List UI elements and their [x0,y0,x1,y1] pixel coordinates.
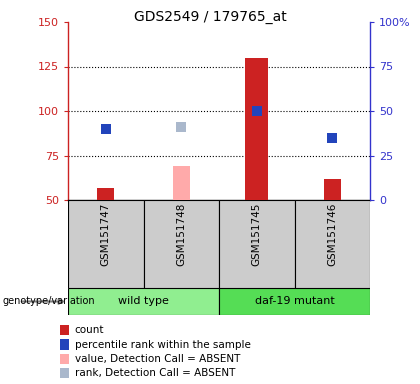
Text: GSM151748: GSM151748 [176,203,186,266]
Bar [173,166,189,200]
Text: GSM151745: GSM151745 [252,203,262,266]
Text: daf-19 mutant: daf-19 mutant [255,296,334,306]
Bar [144,200,219,288]
Text: count: count [75,325,104,335]
Bar [324,179,341,200]
Text: wild type: wild type [118,296,169,306]
Text: GDS2549 / 179765_at: GDS2549 / 179765_at [134,10,286,24]
Bar [294,200,370,288]
Bar [97,187,114,200]
Bar [60,354,69,364]
Bar [219,200,294,288]
Point [102,126,109,132]
Bar [60,325,69,335]
Point [253,108,260,114]
Text: GSM151746: GSM151746 [327,203,337,266]
Point [178,124,185,130]
Text: GSM151747: GSM151747 [101,203,111,266]
Point [329,135,336,141]
Text: value, Detection Call = ABSENT: value, Detection Call = ABSENT [75,354,240,364]
Bar [60,339,69,350]
Bar [245,58,268,200]
Bar [68,288,219,315]
Bar [219,288,370,315]
Text: genotype/variation: genotype/variation [2,296,95,306]
Text: rank, Detection Call = ABSENT: rank, Detection Call = ABSENT [75,368,235,378]
Bar [60,368,69,378]
Text: percentile rank within the sample: percentile rank within the sample [75,339,251,349]
Bar [68,200,144,288]
